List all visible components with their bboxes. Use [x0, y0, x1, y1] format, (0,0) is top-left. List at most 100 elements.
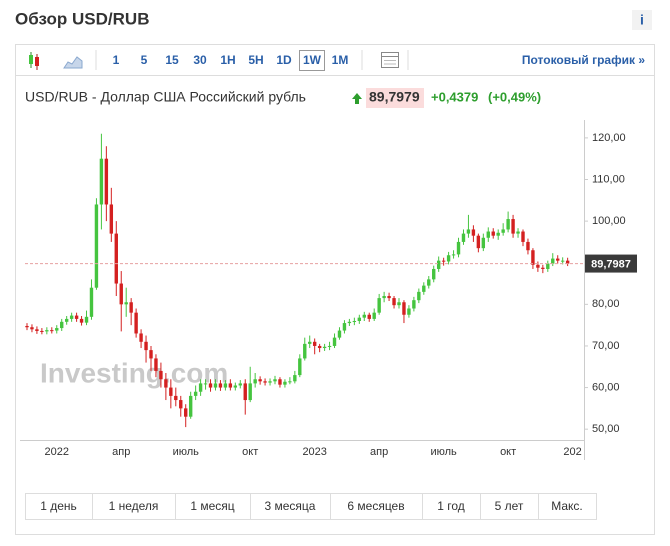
range-button[interactable] — [250, 493, 331, 520]
candle-body — [124, 302, 128, 305]
interval-button[interactable]: 5 — [141, 53, 148, 67]
candle-body — [55, 328, 59, 331]
range-button[interactable] — [25, 493, 93, 520]
candle-body — [129, 302, 133, 313]
candle-body — [526, 241, 530, 251]
interval-button[interactable]: 30 — [193, 53, 207, 67]
range-label[interactable]: 1 год — [437, 499, 465, 513]
candle-body — [60, 321, 64, 329]
candle-body — [154, 358, 158, 371]
interval-button[interactable]: 1W — [303, 53, 322, 67]
candle-body — [278, 379, 282, 385]
interval-button[interactable]: 15 — [165, 53, 179, 67]
candle-body — [427, 279, 431, 286]
candle-body — [288, 381, 292, 383]
candle-body — [560, 260, 565, 262]
interval-button[interactable]: 1D — [276, 53, 292, 67]
candle-body — [377, 298, 381, 313]
candle-body — [327, 345, 332, 347]
range-label[interactable]: 1 день — [40, 499, 77, 513]
interval-button[interactable]: 5H — [248, 53, 263, 67]
table-icon[interactable] — [381, 52, 399, 68]
streaming-link[interactable]: Потоковый график » — [522, 53, 645, 67]
range-button[interactable] — [538, 493, 597, 520]
candle-body — [392, 298, 396, 306]
y-tick-label: 110,00 — [592, 173, 625, 185]
candle-body — [45, 330, 49, 332]
candle-body — [253, 379, 257, 384]
candle-body — [89, 287, 94, 317]
x-tick-label: апр — [112, 446, 130, 458]
candle-body — [347, 321, 352, 324]
info-button[interactable] — [632, 10, 652, 30]
candle-body — [109, 204, 114, 234]
range-label[interactable]: 5 лет — [495, 499, 524, 513]
candle-body — [372, 312, 376, 319]
candle-body — [198, 383, 203, 392]
candle-body — [486, 231, 490, 238]
price-highlight — [366, 88, 424, 108]
range-label[interactable]: 6 месяцев — [347, 499, 404, 513]
info-icon[interactable]: i — [640, 12, 644, 28]
candle-body — [397, 302, 401, 306]
candle-body — [461, 233, 466, 242]
candle-body — [511, 219, 515, 234]
candle-body — [322, 346, 327, 349]
candle-body — [174, 395, 178, 401]
range-label[interactable]: 1 неделя — [109, 499, 159, 513]
area-icon[interactable] — [63, 56, 83, 69]
candle-body — [213, 383, 218, 388]
candle-body — [451, 254, 456, 256]
candle-icon[interactable] — [29, 52, 39, 70]
range-label[interactable]: 1 месяц — [190, 499, 234, 513]
candle-body — [446, 255, 451, 262]
y-tick-label: 100,00 — [592, 215, 626, 227]
range-button[interactable] — [175, 493, 251, 520]
candle-body — [417, 291, 421, 301]
instrument-name: USD/RUB - Доллар США Российский рубль — [25, 89, 306, 105]
candle-body — [193, 391, 198, 396]
y-tick-label: 120,00 — [592, 132, 626, 144]
x-tick-label: 2022 — [45, 446, 69, 458]
candle-body — [466, 229, 471, 234]
interval-button[interactable]: 1H — [220, 53, 235, 67]
candle-body — [79, 318, 84, 323]
candle-body — [273, 379, 277, 382]
range-button[interactable] — [422, 493, 481, 520]
y-tick-label: 80,00 — [592, 298, 620, 310]
last-price-box — [585, 254, 637, 273]
candle-body — [556, 258, 560, 261]
candle-body — [25, 325, 29, 328]
candle-body — [332, 337, 337, 346]
candle-body — [40, 330, 44, 332]
candle-body — [184, 408, 188, 417]
range-button[interactable] — [92, 493, 176, 520]
range-label[interactable]: Макс. — [551, 499, 583, 513]
candle-body — [203, 383, 208, 385]
up-arrow — [352, 93, 362, 104]
interval-button[interactable]: 1M — [332, 53, 349, 67]
candle-body — [293, 375, 297, 382]
candle-body — [521, 231, 525, 242]
candle-body — [312, 341, 317, 346]
candle-body — [357, 317, 362, 321]
last-price-label: 89,7987 — [591, 258, 631, 270]
candle-body — [516, 231, 520, 234]
candle-body — [382, 296, 386, 299]
interval-button[interactable]: 1 — [113, 53, 120, 67]
candle-body — [501, 229, 505, 233]
candle-body — [412, 300, 416, 309]
candle-body — [223, 383, 228, 388]
interval-selected — [299, 50, 325, 71]
x-tick-label: июль — [430, 446, 457, 458]
candle-body — [367, 314, 371, 319]
candle-body — [233, 385, 238, 388]
candle-body — [565, 260, 570, 264]
y-tick-label: 60,00 — [592, 381, 620, 393]
candle-body — [228, 383, 233, 388]
candle-body — [243, 383, 247, 401]
change-percent: (+0,49%) — [488, 89, 541, 104]
range-label[interactable]: 3 месяца — [265, 499, 316, 513]
candle-body — [139, 333, 143, 342]
